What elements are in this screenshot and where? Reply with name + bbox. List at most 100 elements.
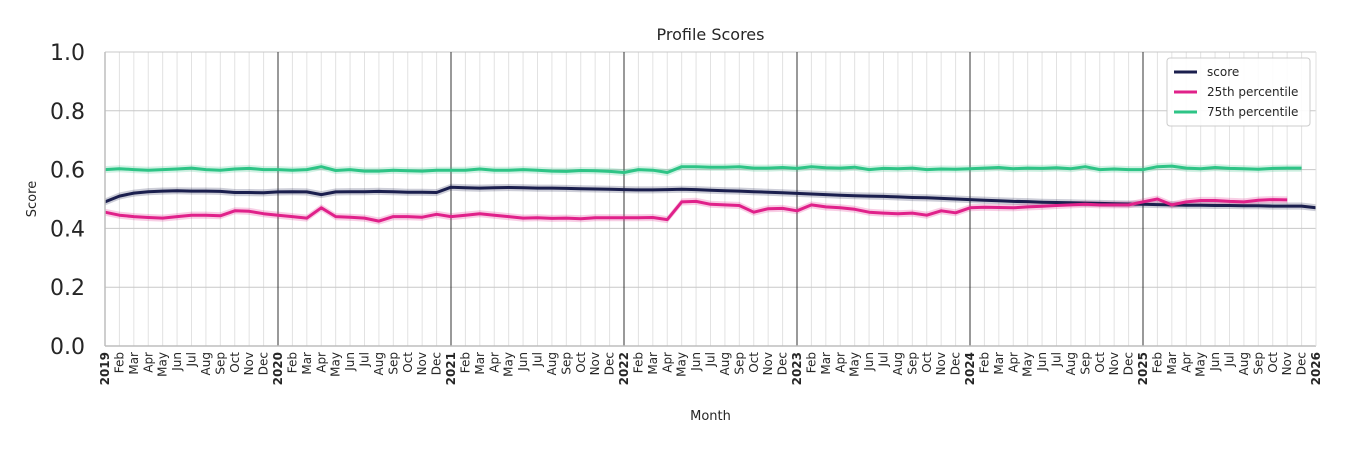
x-tick-year: 2021	[444, 352, 458, 385]
grid	[104, 51, 1317, 347]
legend-label: 75th percentile	[1207, 105, 1298, 119]
x-tick-month: Aug	[545, 352, 559, 375]
x-tick-month: Jun	[689, 352, 703, 372]
x-tick-month: Mar	[1165, 352, 1179, 375]
x-tick-month: Jun	[1035, 352, 1049, 372]
x-axis-title: Month	[690, 409, 731, 424]
x-tick-month: Mar	[300, 352, 314, 375]
x-tick-month: Oct	[401, 352, 415, 373]
x-tick-month: Feb	[804, 352, 818, 373]
x-tick-month: Oct	[574, 352, 588, 373]
x-tick-month: Apr	[141, 352, 155, 373]
x-tick-month: Aug	[891, 352, 905, 375]
x-tick-month: May	[848, 352, 862, 377]
x-tick-month: Dec	[257, 352, 271, 375]
x-tick-month: Sep	[559, 352, 573, 375]
x-tick-month: Feb	[285, 352, 299, 373]
y-axis-title: Score	[25, 181, 40, 217]
x-tick-month: Feb	[112, 352, 126, 373]
x-tick-month: Jul	[185, 352, 199, 367]
x-tick-month: May	[675, 352, 689, 377]
x-tick-month: Aug	[718, 352, 732, 375]
y-tick-label: 0.4	[50, 217, 85, 242]
x-tick-year: 2023	[790, 352, 804, 385]
series-line-1	[104, 197, 1288, 223]
x-tick-month: Nov	[1107, 352, 1121, 375]
x-tick-month: Apr	[314, 352, 328, 373]
x-tick-month: May	[1194, 352, 1208, 377]
x-tick-month: Oct	[1266, 352, 1280, 373]
x-tick-month: Oct	[1093, 352, 1107, 373]
x-tick-month: Feb	[631, 352, 645, 373]
legend-label: 25th percentile	[1207, 85, 1298, 99]
x-tick-month: Apr	[660, 352, 674, 373]
x-tick-month: Jun	[1208, 352, 1222, 372]
y-tick-label: 0.0	[50, 335, 85, 360]
x-tick-month: Apr	[487, 352, 501, 373]
x-tick-month: Jul	[877, 352, 891, 367]
x-tick-month: Jun	[343, 352, 357, 372]
y-tick-label: 0.6	[50, 159, 85, 184]
x-tick-month: Sep	[1251, 352, 1265, 375]
x-tick-month: Dec	[949, 352, 963, 375]
x-tick-month: Sep	[732, 352, 746, 375]
chart-title: Profile Scores	[657, 25, 765, 44]
y-tick-label: 0.8	[50, 100, 85, 125]
x-tick-month: May	[156, 352, 170, 377]
x-tick-month: Nov	[1280, 352, 1294, 375]
x-tick-month: Jul	[531, 352, 545, 367]
x-tick-month: Sep	[386, 352, 400, 375]
x-tick-month: Sep	[905, 352, 919, 375]
x-tick-month: Sep	[213, 352, 227, 375]
x-tick-month: Apr	[833, 352, 847, 373]
x-tick-month: Apr	[1179, 352, 1193, 373]
x-tick-month: Jun	[516, 352, 530, 372]
x-tick-year: 2019	[98, 352, 112, 385]
x-tick-month: Mar	[646, 352, 660, 375]
x-tick-year: 2022	[617, 352, 631, 385]
x-tick-month: Dec	[1295, 352, 1309, 375]
x-tick-month: Nov	[761, 352, 775, 375]
x-tick-month: Jul	[1223, 352, 1237, 367]
x-tick-month: Mar	[127, 352, 141, 375]
series-band-0	[105, 183, 1316, 212]
x-tick-month: Oct	[747, 352, 761, 373]
y-tick-label: 0.2	[50, 276, 85, 301]
x-tick-month: Jun	[862, 352, 876, 372]
x-tick-month: Oct	[920, 352, 934, 373]
x-tick-month: Jun	[170, 352, 184, 372]
x-tick-month: Dec	[603, 352, 617, 375]
x-tick-month: Jul	[704, 352, 718, 367]
x-tick-month: Jul	[358, 352, 372, 367]
series-band-2	[105, 162, 1302, 177]
x-tick-month: Mar	[473, 352, 487, 375]
x-tick-month: Feb	[458, 352, 472, 373]
y-tick-label: 1.0	[50, 41, 85, 66]
x-tick-month: May	[1021, 352, 1035, 377]
x-tick-month: Jul	[1050, 352, 1064, 367]
x-tick-month: Sep	[1078, 352, 1092, 375]
x-tick-month: Dec	[1122, 352, 1136, 375]
x-tick-month: Feb	[977, 352, 991, 373]
x-tick-month: Nov	[588, 352, 602, 375]
x-tick-year: 2026	[1309, 352, 1323, 385]
x-tick-year: 2025	[1136, 352, 1150, 385]
x-tick-month: Dec	[430, 352, 444, 375]
series-lines	[104, 164, 1317, 223]
x-tick-month: Nov	[242, 352, 256, 375]
x-tick-month: Mar	[819, 352, 833, 375]
x-tick-month: Aug	[1064, 352, 1078, 375]
x-tick-month: Dec	[776, 352, 790, 375]
legend-box	[1166, 57, 1311, 127]
legend: score 25th percentile 75th percentile	[1166, 57, 1311, 127]
x-tick-month: Feb	[1150, 352, 1164, 373]
x-tick-year: 2024	[963, 352, 977, 385]
x-tick-month: Oct	[228, 352, 242, 373]
x-tick-month: Aug	[372, 352, 386, 375]
x-tick-month: May	[502, 352, 516, 377]
x-tick-month: Mar	[992, 352, 1006, 375]
x-tick-month: Nov	[934, 352, 948, 375]
x-tick-month: Aug	[199, 352, 213, 375]
